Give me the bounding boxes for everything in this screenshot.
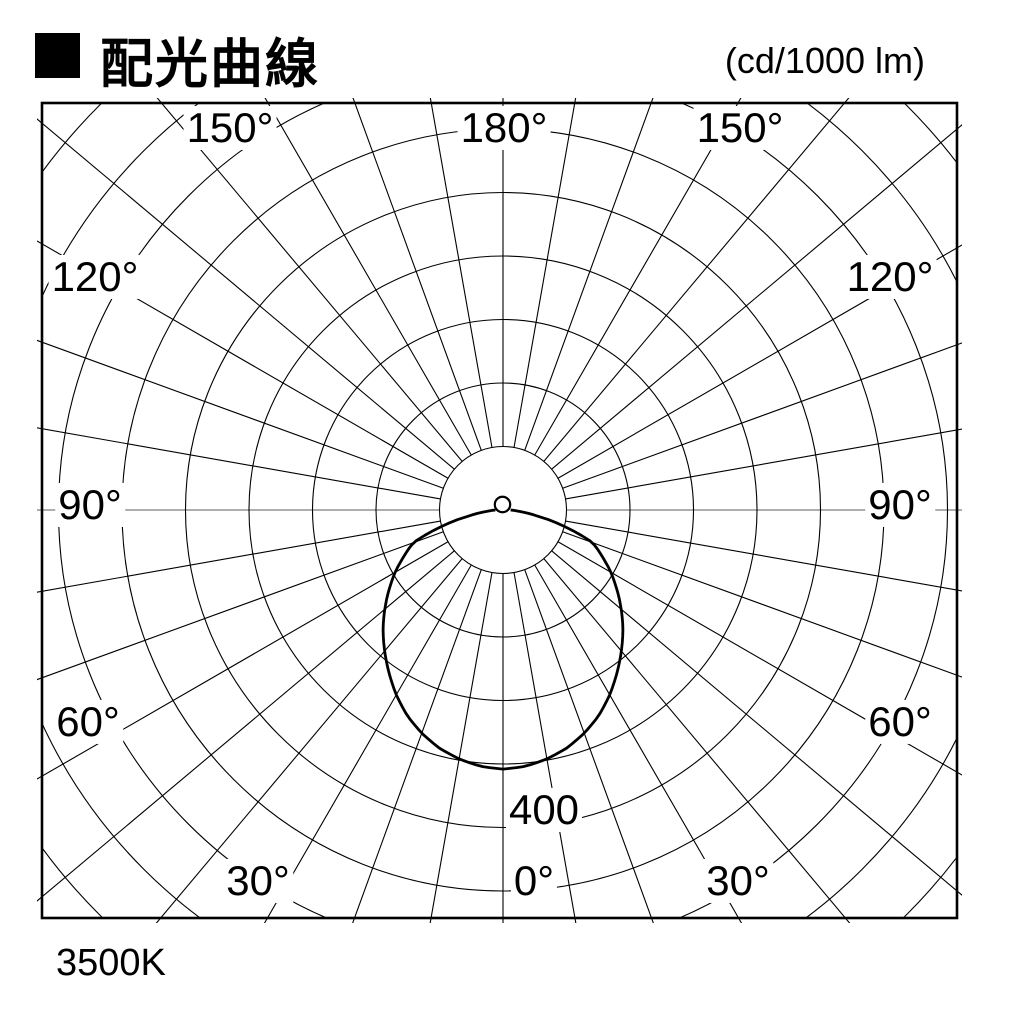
angle-spoke-line: [352, 569, 482, 923]
intensity-ring: [184, 191, 822, 829]
angle-spoke-line: [524, 98, 654, 451]
angle-spoke-line: [37, 427, 441, 500]
angle-label: 120°: [843, 254, 937, 300]
intensity-ring: [375, 382, 631, 638]
angle-spoke-line: [551, 550, 962, 896]
angle-spoke-line: [352, 98, 482, 451]
angle-spoke-line: [562, 531, 962, 678]
intensity-ring: [248, 255, 758, 765]
section-marker-icon: [35, 33, 80, 78]
angle-spoke-line: [557, 244, 962, 479]
angle-spoke-line: [37, 550, 455, 902]
ring-value-label: 400: [505, 787, 583, 833]
angle-label: 150°: [693, 105, 787, 151]
angle-spoke-line: [264, 98, 472, 456]
angle-spoke-line: [155, 558, 463, 923]
angle-spoke-line: [37, 541, 449, 780]
angle-spoke-line: [565, 428, 962, 500]
angle-spoke-line: [156, 98, 463, 462]
angle-spoke-line: [562, 342, 962, 489]
angle-label: 90°: [865, 482, 935, 528]
distribution-curve: [381, 508, 625, 771]
angle-spoke-line: [37, 339, 444, 489]
angle-label: 30°: [223, 858, 293, 904]
unit-label: (cd/1000 lm): [724, 40, 925, 81]
angle-label: 180°: [457, 105, 551, 151]
angle-spoke-line: [565, 520, 962, 592]
plot-border: [40, 101, 959, 920]
angle-label: 90°: [55, 482, 125, 528]
angle-spoke-line: [543, 98, 850, 462]
angle-spoke-line: [37, 531, 444, 681]
angle-label: 60°: [53, 699, 123, 745]
angle-spoke-line: [534, 98, 742, 456]
angle-spoke-line: [263, 564, 472, 923]
angle-spoke-line: [543, 558, 851, 923]
angle-spoke-line: [429, 98, 493, 448]
angle-label: 30°: [703, 858, 773, 904]
angle-spoke-line: [429, 572, 493, 923]
angle-spoke-line: [37, 118, 455, 470]
angle-spoke-line: [37, 240, 449, 479]
angle-spoke-line: [551, 124, 962, 470]
angle-label: 0°: [510, 858, 558, 904]
intensity-ring: [438, 445, 568, 575]
zenith-bump: [493, 495, 512, 514]
intensity-ring: [311, 318, 695, 702]
color-temperature-label: 3500K: [56, 942, 166, 984]
angle-spoke-line: [557, 541, 962, 776]
angle-spoke-line: [524, 569, 654, 923]
angle-spoke-line: [534, 564, 743, 923]
angle-label: 60°: [865, 699, 935, 745]
angle-spoke-line: [513, 98, 577, 448]
angle-label: 150°: [183, 105, 277, 151]
angle-label: 120°: [48, 254, 142, 300]
page-title: 配光曲線: [100, 35, 320, 94]
angle-spoke-line: [37, 520, 441, 593]
angle-spoke-line: [513, 572, 577, 923]
